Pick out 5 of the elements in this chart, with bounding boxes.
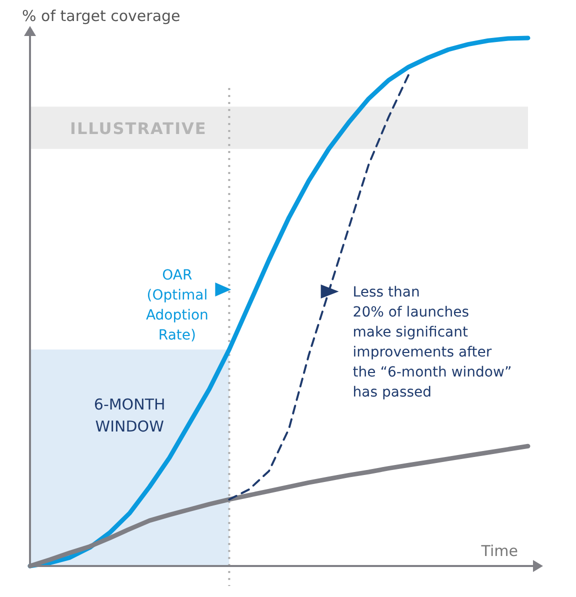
annotation: OAR (Optimal Adoption Rate) [146,268,208,344]
x-axis-title: Time [480,542,518,560]
annotation: 6-MONTH WINDOW [94,396,166,436]
annotation: Less than 20% of launches make significant improvements after the “6-month window” has passed [352,284,512,400]
y-axis-title: % of target coverage [22,7,180,25]
